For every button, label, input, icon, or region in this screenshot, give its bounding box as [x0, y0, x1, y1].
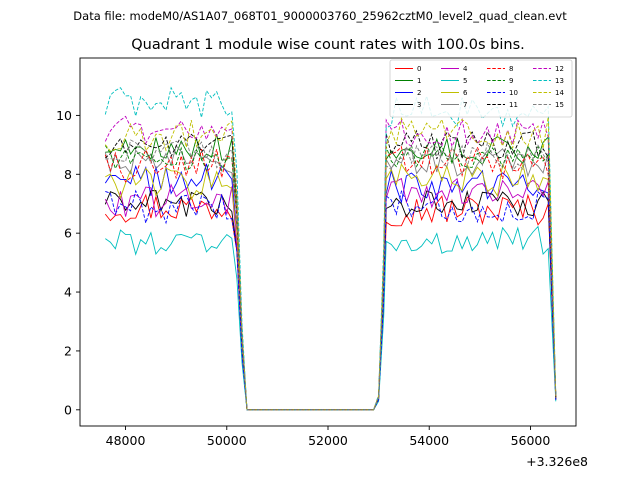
legend-label-8: 8: [509, 65, 513, 73]
legend-box: [389, 59, 573, 118]
legend-label-3: 3: [417, 101, 421, 109]
x-tick-label: 48000: [106, 433, 146, 448]
y-tick-label: 0: [64, 402, 72, 417]
x-tick-label: 56000: [511, 433, 551, 448]
legend-label-11: 11: [509, 101, 518, 109]
legend-label-6: 6: [463, 89, 468, 97]
legend-label-4: 4: [463, 65, 468, 73]
x-tick-label: 50000: [207, 433, 247, 448]
series-line-14: [104, 116, 557, 411]
legend-label-14: 14: [555, 89, 564, 97]
legend-label-1: 1: [417, 77, 421, 85]
y-tick-label: 6: [64, 226, 72, 241]
legend-label-2: 2: [417, 89, 421, 97]
legend-label-10: 10: [509, 89, 518, 97]
y-tick-label: 2: [64, 343, 72, 358]
data-file-suptitle: Data file: modeM0/AS1A07_068T01_90000037…: [73, 9, 567, 23]
legend-label-0: 0: [417, 65, 421, 73]
series-line-15: [105, 139, 557, 411]
chart-title: Quadrant 1 module wise count rates with …: [131, 37, 525, 53]
x-tick-label: 52000: [308, 433, 348, 448]
x-tick-label: 54000: [409, 433, 449, 448]
plot-area: [104, 86, 557, 411]
legend-label-15: 15: [555, 101, 564, 109]
legend-label-9: 9: [509, 77, 513, 85]
legend-label-5: 5: [463, 77, 467, 85]
x-offset-label: +3.326e8: [526, 454, 588, 469]
legend-label-7: 7: [463, 101, 467, 109]
legend-label-13: 13: [555, 77, 564, 85]
y-tick-label: 10: [56, 108, 72, 123]
y-tick-label: 4: [64, 285, 72, 300]
legend-label-12: 12: [555, 65, 564, 73]
y-tick-label: 8: [64, 167, 72, 182]
